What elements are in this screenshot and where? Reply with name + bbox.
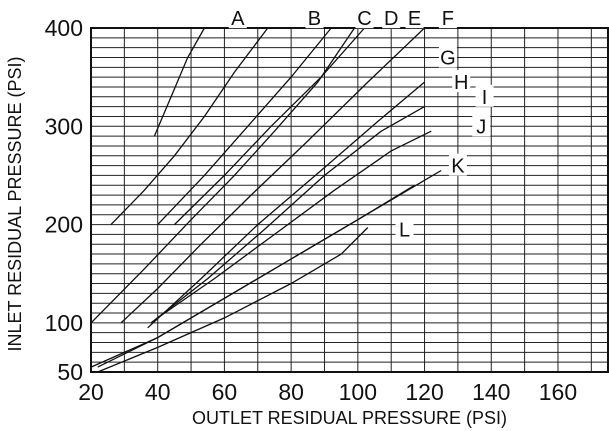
curve-label-a: A bbox=[231, 8, 245, 30]
curve-b bbox=[110, 27, 269, 226]
curve-label-k: K bbox=[451, 156, 465, 178]
curve-label-bg bbox=[382, 6, 401, 29]
curve-label-g: G bbox=[440, 47, 456, 69]
tick-labels: 20 40 60 80 100 120 140 160 50 100 200 300 400 bbox=[45, 15, 578, 405]
x-tick-label: 60 bbox=[212, 379, 238, 405]
curve-label-bg bbox=[395, 217, 414, 240]
curve-label-bg bbox=[438, 45, 457, 68]
plot-frame bbox=[90, 27, 609, 373]
curve-label-bg bbox=[228, 6, 247, 29]
curve-label-h: H bbox=[454, 72, 468, 94]
curves bbox=[90, 27, 442, 373]
curve-label-f: F bbox=[442, 8, 454, 30]
y-tick-label: 100 bbox=[45, 310, 83, 336]
curve-label-bg bbox=[448, 153, 467, 176]
curve-label-bg bbox=[305, 6, 324, 29]
curve-label-e: E bbox=[408, 8, 421, 30]
curve-f bbox=[120, 27, 425, 324]
x-tick-label: 100 bbox=[339, 379, 377, 405]
y-tick-label: 200 bbox=[45, 212, 83, 238]
x-tick-label: 80 bbox=[278, 379, 304, 405]
curve-label-i: I bbox=[482, 87, 488, 109]
x-tick-label: 160 bbox=[539, 379, 577, 405]
curve-label-l: L bbox=[399, 219, 410, 241]
y-tick-label: 400 bbox=[45, 15, 83, 41]
curve-label-bg bbox=[472, 114, 491, 137]
curve-label-bg bbox=[355, 6, 374, 29]
curve-d bbox=[90, 27, 356, 324]
curve-e bbox=[173, 27, 365, 226]
y-axis-label: INLET RESIDUAL PRESSURE (PSI) bbox=[5, 56, 25, 351]
curve-c bbox=[157, 27, 332, 226]
curve-k bbox=[90, 184, 415, 368]
curve-label-bg bbox=[405, 6, 424, 29]
curve-l bbox=[97, 227, 369, 373]
curve-label-b: B bbox=[308, 8, 321, 30]
curve-a bbox=[153, 27, 205, 137]
curve-label-j: J bbox=[476, 116, 486, 138]
curve-label-bg bbox=[452, 70, 471, 93]
curve-label-d: D bbox=[384, 8, 398, 30]
curve-g bbox=[147, 81, 425, 329]
y-tick-label: 50 bbox=[57, 359, 83, 385]
curve-h bbox=[150, 106, 425, 324]
curve-label-bg bbox=[475, 84, 494, 107]
x-axis-label: OUTLET RESIDUAL PRESSURE (PSI) bbox=[192, 408, 507, 428]
curve-label-c: C bbox=[357, 8, 371, 30]
y-tick-label: 300 bbox=[45, 113, 83, 139]
curve-label-bg bbox=[438, 6, 457, 29]
x-tick-label: 20 bbox=[78, 379, 104, 405]
x-tick-label: 120 bbox=[405, 379, 443, 405]
x-tick-label: 40 bbox=[145, 379, 171, 405]
grid bbox=[90, 27, 608, 373]
x-tick-label: 140 bbox=[472, 379, 510, 405]
curve-i bbox=[157, 130, 432, 319]
